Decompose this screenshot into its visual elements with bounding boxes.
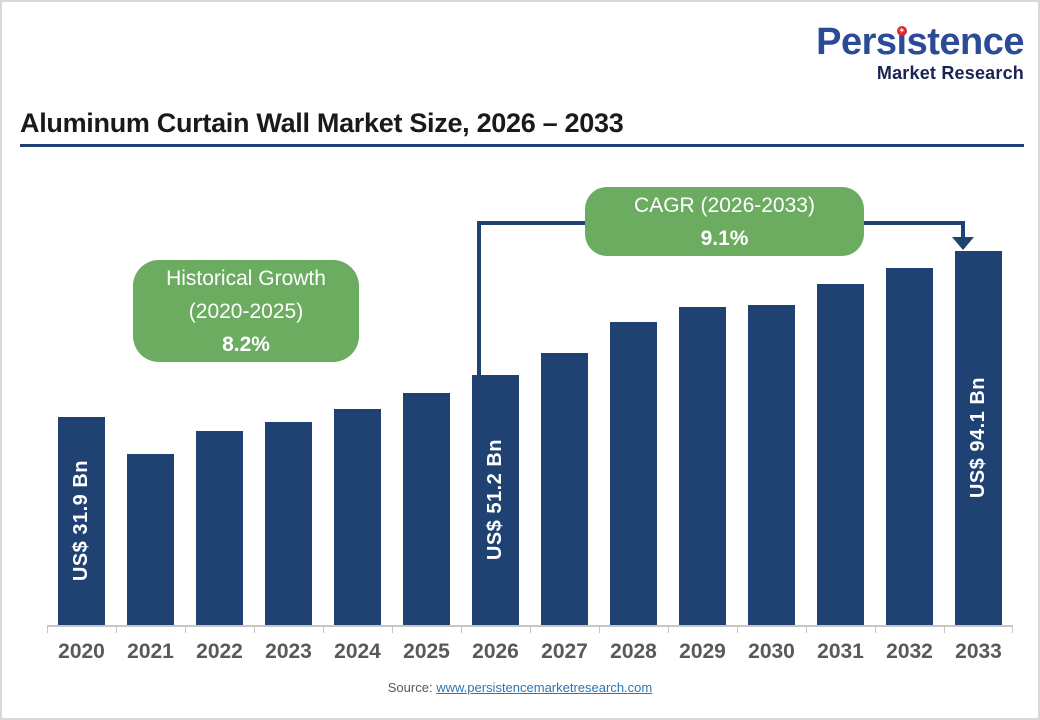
logo-part1: Pers	[816, 21, 897, 63]
arrow-down-icon	[952, 237, 974, 250]
x-axis-tick	[530, 626, 531, 633]
bar-value-label-2020: US$ 31.9 Bn	[70, 460, 92, 582]
x-axis-tick	[185, 626, 186, 633]
cagr-callout: CAGR (2026-2033) 9.1%	[585, 187, 864, 256]
x-axis-tick	[944, 626, 945, 633]
source-line: Source: www.persistencemarketresearch.co…	[2, 680, 1038, 695]
chart-title: Aluminum Curtain Wall Market Size, 2026 …	[20, 108, 624, 138]
x-axis-label-2031: 2031	[817, 640, 864, 663]
x-axis-tick	[875, 626, 876, 633]
pmr-logo: Persı ✶ stence Market Research	[816, 22, 1024, 84]
cagr-connector-left-horizontal	[477, 221, 595, 225]
source-link[interactable]: www.persistencemarketresearch.com	[436, 680, 653, 695]
x-axis-tick	[806, 626, 807, 633]
historical-growth-callout: Historical Growth (2020-2025) 8.2%	[133, 260, 359, 362]
x-axis-label-2022: 2022	[196, 640, 243, 663]
x-axis-label-2021: 2021	[127, 640, 174, 663]
x-axis-tick	[392, 626, 393, 633]
bar-chart: US$ 31.9 Bn US$ 51.2 Bn US$ 94.1 Bn	[47, 2, 1013, 625]
logo-letter-i: ı ✶	[896, 21, 908, 63]
historical-growth-label: Historical Growth	[166, 266, 326, 290]
bar-2028	[610, 322, 657, 625]
x-axis-label-2024: 2024	[334, 640, 381, 663]
x-axis-label-2032: 2032	[886, 640, 933, 663]
cagr-value: 9.1%	[700, 226, 749, 250]
bar-2024	[334, 409, 381, 625]
bar-value-label-2033: US$ 94.1 Bn	[967, 377, 989, 499]
x-axis-tick	[47, 626, 48, 633]
bar-2026: US$ 51.2 Bn	[472, 375, 519, 625]
bar-2021	[127, 454, 174, 625]
bar-2030	[748, 305, 795, 625]
x-axis-label-2030: 2030	[748, 640, 795, 663]
x-axis-label-2025: 2025	[403, 640, 450, 663]
bar-2025	[403, 393, 450, 625]
x-axis-label-2029: 2029	[679, 640, 726, 663]
source-label: Source:	[387, 680, 433, 695]
x-axis-tick	[254, 626, 255, 633]
bar-value-label-2026: US$ 51.2 Bn	[484, 439, 506, 561]
x-axis-label-2026: 2026	[472, 640, 519, 663]
x-axis-tick	[1012, 626, 1013, 633]
bar-2032	[886, 268, 933, 625]
bar-2027	[541, 353, 588, 625]
cagr-connector-left-vertical	[477, 221, 481, 378]
x-axis-tick	[116, 626, 117, 633]
cagr-connector-right-vertical	[961, 221, 965, 238]
x-axis-label-2028: 2028	[610, 640, 657, 663]
x-axis-label-2033: 2033	[955, 640, 1002, 663]
logo-part2: stence	[906, 21, 1025, 63]
bar-2033: US$ 94.1 Bn	[955, 251, 1002, 625]
historical-growth-range: (2020-2025)	[188, 299, 304, 323]
x-axis-label-2020: 2020	[58, 640, 105, 663]
x-axis-tick	[668, 626, 669, 633]
logo-dotless-i: ı	[896, 21, 908, 63]
title-underline	[20, 144, 1024, 147]
x-axis-label-2027: 2027	[541, 640, 588, 663]
logo-red-star-dot-icon: ✶	[896, 26, 907, 36]
logo-wordmark: Persı ✶ stence	[816, 22, 1024, 62]
bar-2031	[817, 284, 864, 625]
bar-2020: US$ 31.9 Bn	[58, 417, 105, 625]
historical-growth-value: 8.2%	[222, 332, 270, 356]
x-axis	[47, 625, 1013, 635]
star-glyph: ✶	[898, 26, 905, 35]
x-axis-label-2023: 2023	[265, 640, 312, 663]
cagr-label: CAGR (2026-2033)	[634, 193, 815, 217]
logo-subtitle: Market Research	[876, 63, 1024, 83]
x-axis-tick	[737, 626, 738, 633]
x-axis-tick	[599, 626, 600, 633]
bar-2023	[265, 422, 312, 625]
bar-2029	[679, 307, 726, 625]
x-axis-tick	[323, 626, 324, 633]
bar-2022	[196, 431, 243, 625]
cagr-connector-right-horizontal	[854, 221, 965, 225]
x-axis-labels: 2020 2021 2022 2023 2024 2025 2026 2027 2028 2029…	[47, 640, 1013, 666]
x-axis-tick	[461, 626, 462, 633]
